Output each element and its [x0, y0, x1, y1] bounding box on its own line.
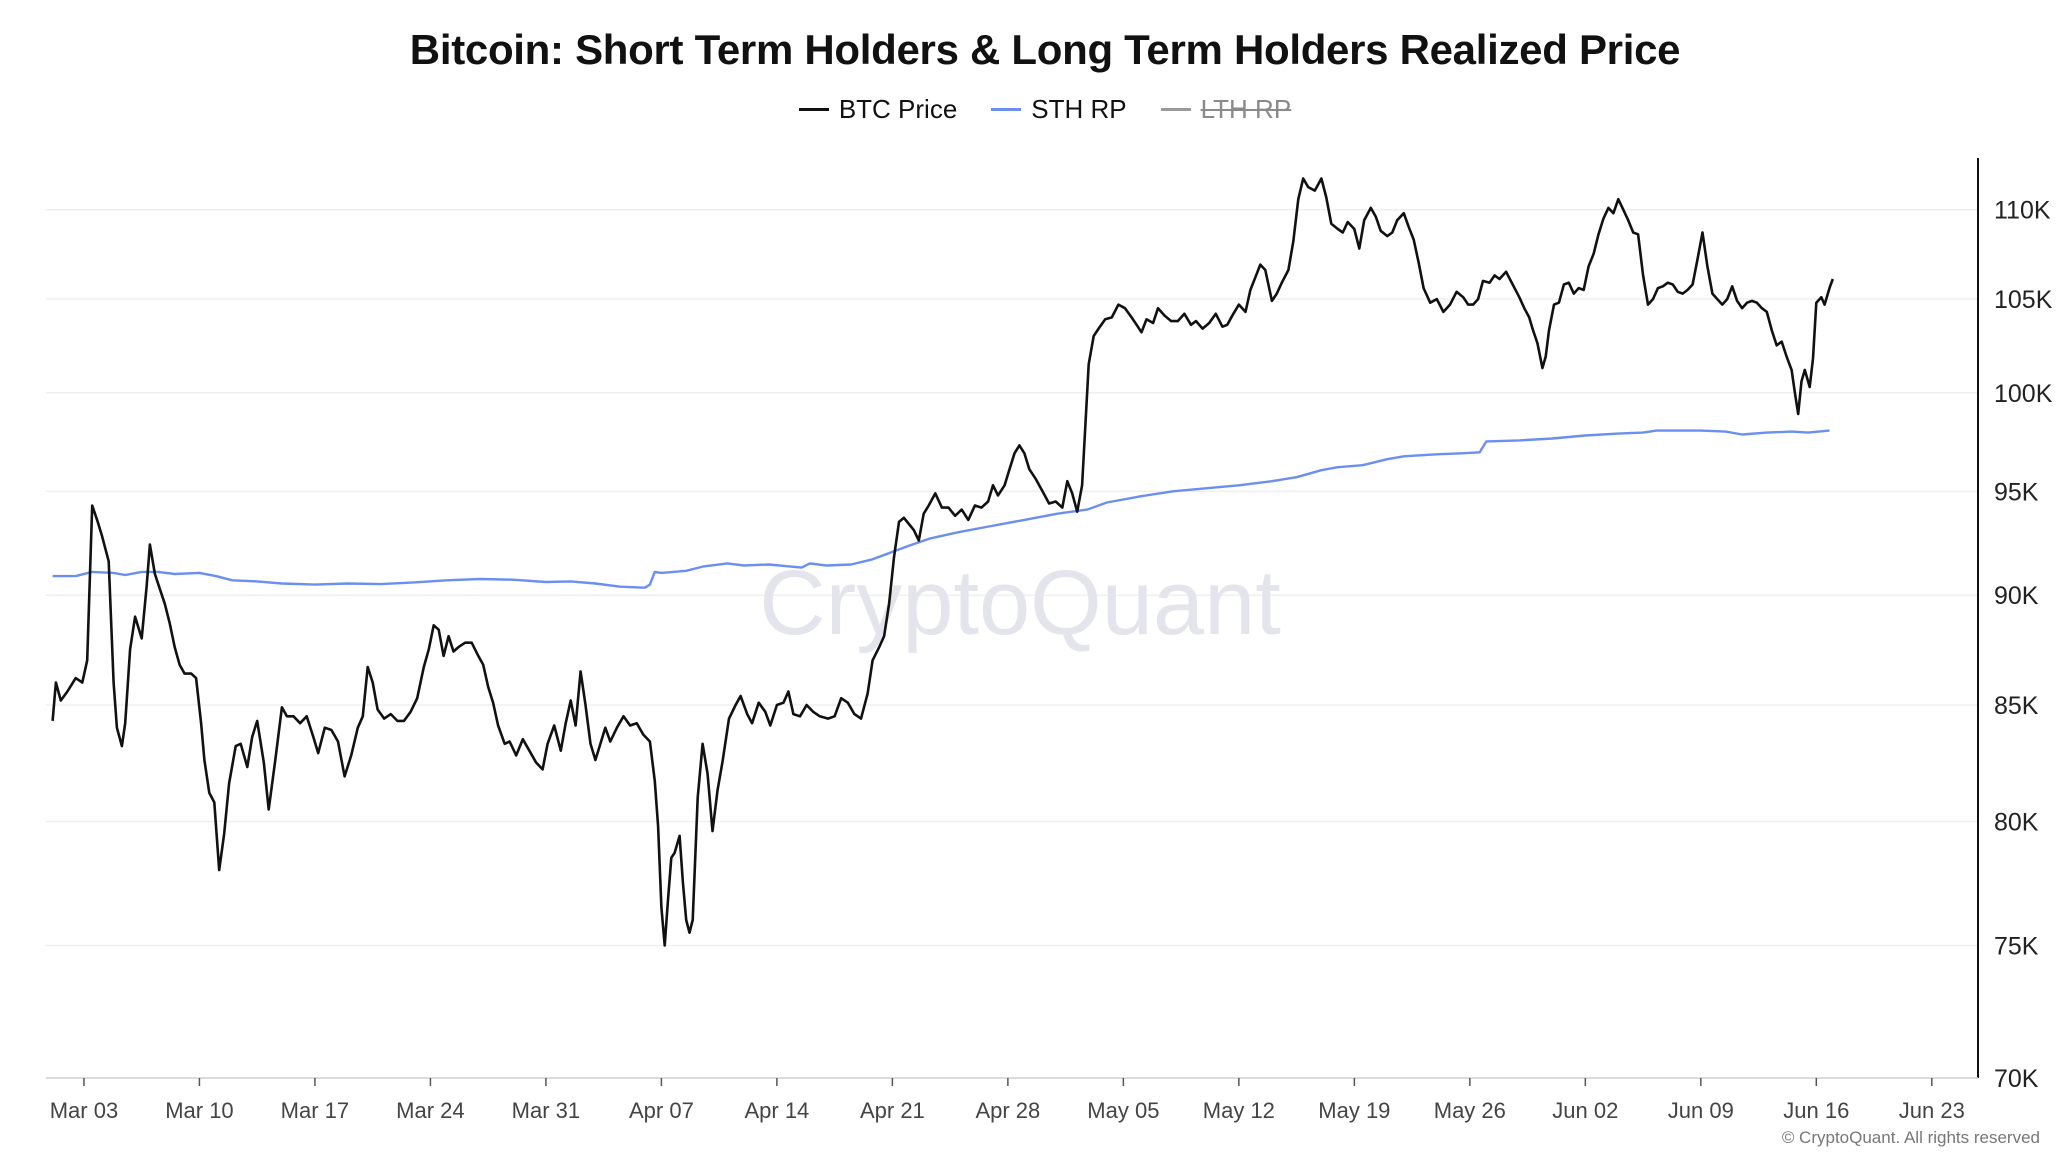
- series-lines: [51, 177, 1835, 947]
- legend-label-sth-rp: STH RP: [1031, 94, 1127, 124]
- x-tick-label-may-05: May 05: [1087, 1098, 1159, 1123]
- y-tick-label-75K: 75K: [1994, 932, 2039, 960]
- legend-item-btc-price[interactable]: BTC Price: [798, 94, 958, 125]
- chart-legend: BTC Price STH RP LTH RP: [0, 94, 2068, 125]
- legend-swatch-btc-price: [798, 108, 829, 111]
- x-tick-label-apr-28: Apr 28: [975, 1098, 1040, 1123]
- x-tick-label-apr-14: Apr 14: [744, 1098, 809, 1123]
- legend-swatch-sth-rp: [991, 108, 1022, 111]
- series-line-btc-price: [51, 177, 1835, 947]
- y-tick-label-105K: 105K: [1994, 286, 2053, 314]
- legend-swatch-lth-rp: [1160, 108, 1191, 111]
- x-tick-label-may-26: May 26: [1434, 1098, 1506, 1123]
- watermark-text: CryptoQuant: [759, 552, 1281, 654]
- x-tick-label-jun-23: Jun 23: [1899, 1098, 1965, 1123]
- y-tick-label-70K: 70K: [1994, 1065, 2039, 1093]
- y-tick-label-110K: 110K: [1994, 197, 2051, 225]
- series-line-sth-rp: [52, 429, 1830, 589]
- legend-label-lth-rp: LTH RP: [1200, 94, 1292, 124]
- y-tick-label-80K: 80K: [1994, 808, 2039, 836]
- x-tick-label-jun-02: Jun 02: [1552, 1098, 1618, 1123]
- legend-item-lth-rp[interactable]: LTH RP: [1160, 94, 1292, 125]
- x-axis-ticks: Mar 03 Mar 10 Mar 17 Mar 24 Mar 31 Apr 07 Apr …: [50, 1078, 1965, 1123]
- x-tick-label-may-12: May 12: [1203, 1098, 1275, 1123]
- x-tick-label-mar-24: Mar 24: [396, 1098, 464, 1123]
- x-tick-label-mar-31: Mar 31: [512, 1098, 580, 1123]
- x-tick-label-mar-10: Mar 10: [165, 1098, 233, 1123]
- x-tick-label-apr-21: Apr 21: [860, 1098, 925, 1123]
- y-tick-label-95K: 95K: [1994, 478, 2039, 506]
- x-tick-label-may-19: May 19: [1318, 1098, 1390, 1123]
- y-axis-ticks: 70K 75K 80K 85K 90K 95K 100K 105K 110K: [1994, 197, 2053, 1093]
- chart-title: Bitcoin: Short Term Holders & Long Term …: [409, 26, 1681, 73]
- x-tick-label-apr-07: Apr 07: [629, 1098, 694, 1123]
- grid-lines: [46, 208, 1978, 947]
- x-tick-label-jun-16: Jun 16: [1783, 1098, 1849, 1123]
- y-tick-label-100K: 100K: [1994, 380, 2053, 408]
- legend-label-btc-price: BTC Price: [838, 94, 958, 124]
- y-tick-label-90K: 90K: [1994, 582, 2039, 610]
- y-tick-label-85K: 85K: [1994, 692, 2039, 720]
- legend-item-sth-rp[interactable]: STH RP: [991, 94, 1127, 125]
- x-tick-label-jun-09: Jun 09: [1668, 1098, 1734, 1123]
- copyright-text: © CryptoQuant. All rights reserved: [1781, 1128, 2040, 1147]
- x-tick-label-mar-03: Mar 03: [50, 1098, 118, 1123]
- x-tick-label-mar-17: Mar 17: [281, 1098, 349, 1123]
